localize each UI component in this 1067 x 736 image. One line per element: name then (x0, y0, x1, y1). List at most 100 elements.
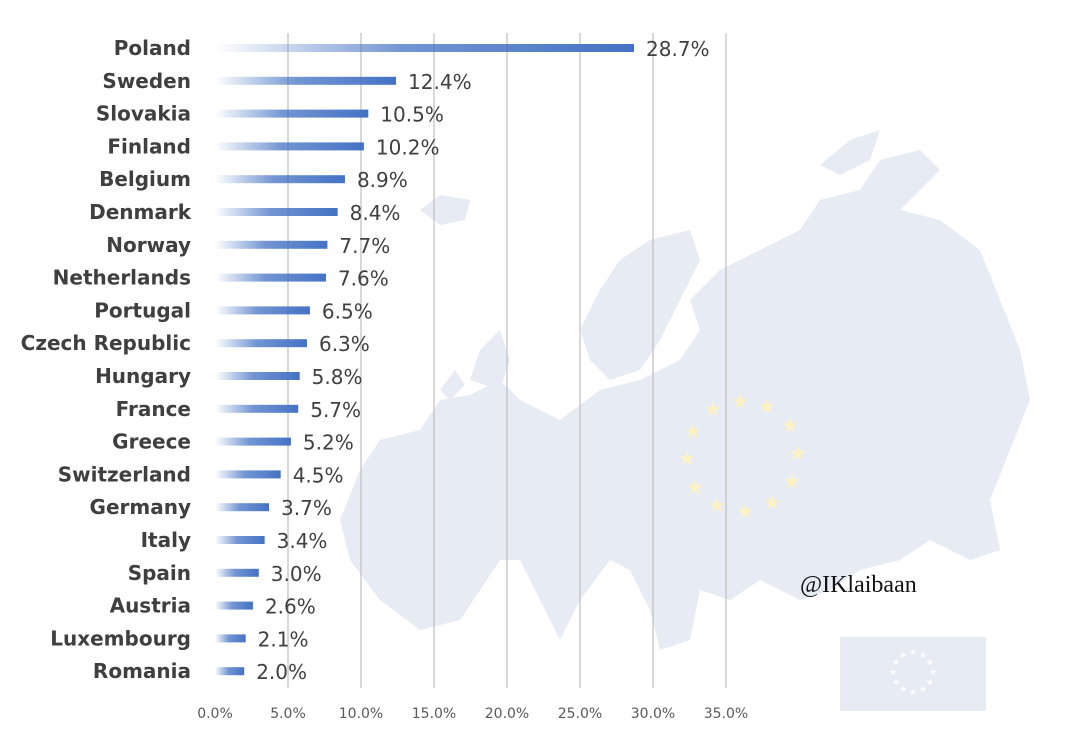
category-label: Netherlands (53, 266, 191, 290)
category-label: Slovakia (96, 102, 191, 126)
value-label: 12.4% (408, 70, 472, 94)
value-label: 3.4% (277, 529, 328, 553)
x-tick-label: 5.0% (270, 706, 306, 722)
bar (215, 634, 246, 643)
category-label: Sweden (102, 69, 191, 93)
svg-text:★: ★ (899, 651, 907, 661)
bar (215, 601, 253, 610)
svg-text:★: ★ (789, 441, 807, 465)
svg-text:★: ★ (919, 651, 927, 661)
value-label: 3.0% (271, 562, 322, 586)
svg-text:★: ★ (909, 688, 917, 698)
svg-text:★: ★ (736, 499, 754, 523)
svg-text:★: ★ (926, 658, 934, 668)
category-label: Austria (110, 594, 191, 618)
european-logo: European ★ ★★ ★★★ ★★★ ★★★ (840, 604, 986, 711)
svg-text:★: ★ (892, 658, 900, 668)
eu-stars-decoration: ★ ★ ★ ★ ★ ★ ★ ★ ★ ★ ★ ★ (678, 389, 807, 523)
value-label: 8.4% (350, 201, 401, 225)
bar (215, 306, 310, 315)
bar (215, 339, 307, 348)
value-label: 7.6% (338, 267, 389, 291)
logo-text: European (844, 604, 982, 637)
value-label: 2.1% (258, 627, 309, 651)
x-tick-label: 35.0% (704, 706, 748, 722)
value-label: 6.3% (319, 332, 370, 356)
category-labels: Poland Sweden Slovakia Finland Belgium Denmar… (21, 36, 192, 683)
bar (215, 273, 326, 282)
bar (215, 667, 245, 676)
svg-text:★: ★ (899, 685, 907, 695)
europe-map-background (340, 130, 1030, 650)
category-label: France (116, 397, 191, 421)
svg-text:★: ★ (731, 389, 749, 413)
bar (215, 536, 265, 544)
category-label: Poland (114, 36, 191, 60)
x-tick-label: 25.0% (558, 706, 602, 722)
watermark-handle: @IKlaibaan (800, 572, 917, 598)
value-label: 28.7% (646, 37, 710, 61)
svg-text:★: ★ (686, 475, 704, 499)
svg-text:★: ★ (684, 419, 702, 443)
svg-text:★: ★ (919, 685, 927, 695)
svg-text:★: ★ (708, 493, 726, 517)
gridlines (287, 33, 727, 688)
category-label: Belgium (99, 167, 191, 191)
bar (215, 404, 299, 413)
bars-group (215, 44, 635, 676)
logo-flag (840, 637, 986, 711)
bar (215, 437, 291, 446)
svg-text:★: ★ (889, 668, 897, 678)
category-label: Switzerland (58, 462, 191, 486)
value-label: 10.5% (380, 103, 444, 127)
value-label: 3.7% (281, 496, 332, 520)
category-label: Germany (90, 495, 191, 519)
bar (215, 175, 345, 184)
svg-text:★: ★ (929, 668, 937, 678)
value-label: 5.2% (303, 431, 354, 455)
svg-text:★: ★ (758, 394, 776, 418)
bar (215, 240, 328, 249)
category-label: Italy (141, 528, 191, 552)
value-label: 8.9% (357, 168, 408, 192)
svg-text:★: ★ (783, 469, 801, 493)
svg-text:★: ★ (678, 446, 696, 470)
category-label: Romania (93, 659, 191, 683)
svg-text:★: ★ (926, 678, 934, 688)
x-tick-label: 15.0% (412, 706, 456, 722)
bar (215, 568, 259, 577)
category-label: Finland (107, 134, 191, 158)
x-tick-label: 0.0% (197, 706, 233, 722)
x-tick-label: 20.0% (485, 706, 529, 722)
bar (215, 109, 369, 118)
bar (215, 208, 338, 216)
bar (215, 372, 300, 380)
category-label: Portugal (94, 298, 191, 322)
category-label: Czech Republic (21, 331, 191, 355)
svg-text:★: ★ (781, 413, 799, 437)
x-tick-label: 30.0% (631, 706, 675, 722)
value-label: 4.5% (293, 463, 344, 487)
x-tick-label: 10.0% (339, 706, 383, 722)
bar (215, 142, 364, 151)
category-label: Hungary (95, 364, 191, 388)
svg-text:★: ★ (892, 678, 900, 688)
svg-text:★: ★ (704, 397, 722, 421)
category-label: Luxembourg (50, 626, 191, 650)
value-label: 5.7% (310, 398, 361, 422)
bar (215, 44, 635, 52)
category-label: Denmark (89, 200, 192, 224)
bar (215, 470, 281, 479)
svg-text:★: ★ (763, 490, 781, 514)
bar (215, 503, 270, 512)
bar (215, 76, 397, 85)
value-label: 6.5% (322, 299, 373, 323)
category-label: Norway (106, 233, 191, 257)
value-label: 5.8% (312, 365, 363, 389)
value-labels: 28.7% 12.4% 10.5% 10.2% 8.9% 8.4% 7.7% 7.6% 6.5%… (256, 37, 709, 684)
value-label: 7.7% (339, 234, 390, 258)
category-label: Spain (128, 561, 191, 585)
value-label: 2.0% (256, 660, 307, 684)
